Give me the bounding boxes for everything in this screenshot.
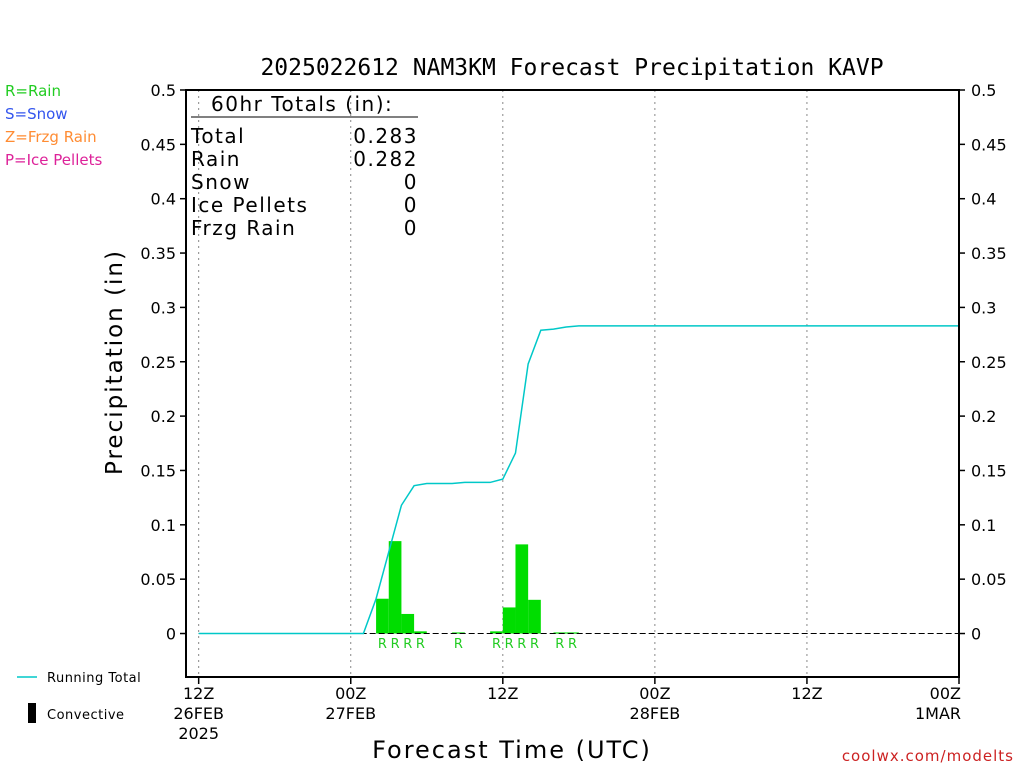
y-axis-right: 0 0.05 0.1 0.15 0.2 0.25 0.3 0.35 0.4 0.45 0.5 (959, 81, 1007, 644)
bar (515, 544, 529, 634)
x-tick-label: 27FEB (325, 704, 376, 723)
y-tick-label: 0.15 (971, 461, 1007, 480)
totals-label: Total (190, 124, 245, 148)
type-legend-entry: R=Rain (5, 82, 61, 100)
bar (502, 607, 516, 634)
precip-type-label: R (568, 637, 577, 652)
x-tick-label: 28FEB (630, 704, 681, 723)
x-tick-label: 00Z (639, 684, 670, 703)
y-tick-label: 0 (166, 625, 176, 644)
convective-legend-label: Convective (47, 708, 125, 723)
running-total-legend-label: Running Total (47, 671, 141, 686)
x-tick-label: 12Z (487, 684, 518, 703)
y-tick-label: 0.4 (971, 190, 996, 209)
y-axis-left: 0 0.05 0.1 0.15 0.2 0.25 0.3 0.35 0.4 0.45 0.5 (140, 81, 186, 644)
precip-type-label: R (555, 637, 564, 652)
y-tick-label: 0.25 (971, 353, 1007, 372)
totals-label: Snow (191, 170, 251, 194)
precip-type-label: R (391, 637, 400, 652)
x-tick-label: 26FEB (173, 704, 224, 723)
y-tick-label: 0.35 (140, 244, 176, 263)
y-tick-label: 0.45 (140, 135, 176, 154)
bar (490, 631, 503, 634)
y-tick-label: 0.45 (971, 135, 1007, 154)
y-axis-label: Precipitation (in) (102, 249, 128, 475)
grid-lines (198, 90, 808, 677)
y-tick-label: 0.05 (140, 570, 176, 589)
y-tick-label: 0.5 (151, 81, 176, 100)
credit-text: coolwx.com/modelts (842, 747, 1014, 765)
convective-swatch (28, 703, 36, 723)
y-tick-label: 0.4 (151, 190, 176, 209)
precip-type-label: R (454, 637, 463, 652)
y-tick-label: 0.2 (151, 407, 176, 426)
totals-value: 0.283 (353, 124, 418, 148)
bar (452, 632, 465, 634)
y-tick-label: 0.5 (971, 81, 996, 100)
precip-bars (376, 541, 579, 634)
totals-box: 60hr Totals (in): Total 0.283 Rain 0.282 Sno… (190, 92, 418, 240)
precip-type-label: R (403, 637, 412, 652)
precip-type-label: R (492, 637, 501, 652)
y-tick-label: 0.3 (971, 298, 996, 317)
x-tick-label: 1MAR (915, 704, 961, 723)
bar (414, 631, 427, 634)
totals-label: Rain (191, 147, 241, 171)
y-tick-label: 0.05 (971, 570, 1007, 589)
type-legend-entry: S=Snow (5, 105, 68, 123)
totals-value: 0.282 (353, 147, 418, 171)
x-axis-label: Forecast Time (UTC) (372, 736, 652, 764)
running-total-line (198, 325, 959, 635)
totals-label: Frzg Rain (191, 216, 296, 240)
bar (401, 613, 415, 634)
type-legend-entry: P=Ice Pellets (5, 151, 102, 169)
y-tick-label: 0.15 (140, 461, 176, 480)
plot-frame (185, 89, 960, 678)
chart-title: 2025022612 NAM3KM Forecast Precipitation… (260, 55, 883, 81)
totals-value: 0 (404, 216, 418, 240)
totals-label: Ice Pellets (191, 193, 308, 217)
totals-value: 0 (404, 170, 418, 194)
precip-type-legend: R=Rain S=Snow Z=Frzg Rain P=Ice Pellets (5, 82, 102, 169)
precip-type-label: R (530, 637, 539, 652)
x-tick-label: 2025 (178, 724, 219, 743)
series-legend: Running Total Convective (17, 671, 141, 723)
y-tick-label: 0 (971, 625, 981, 644)
bar (528, 599, 541, 634)
totals-heading: 60hr Totals (in): (211, 92, 393, 116)
bar (376, 598, 389, 634)
precip-type-label: R (517, 637, 526, 652)
totals-value: 0 (404, 193, 418, 217)
y-tick-label: 0.35 (971, 244, 1007, 263)
precip-type-label: R (505, 637, 514, 652)
x-tick-label: 12Z (183, 684, 214, 703)
y-tick-label: 0.1 (151, 516, 176, 535)
precip-type-label: R (378, 637, 387, 652)
y-tick-label: 0.1 (971, 516, 996, 535)
y-tick-label: 0.2 (971, 407, 996, 426)
x-tick-label: 12Z (791, 684, 822, 703)
x-tick-label: 00Z (335, 684, 366, 703)
y-tick-label: 0.25 (140, 353, 176, 372)
precip-type-label: R (416, 637, 425, 652)
x-tick-label: 00Z (930, 684, 961, 703)
type-legend-entry: Z=Frzg Rain (5, 128, 97, 146)
y-tick-label: 0.3 (151, 298, 176, 317)
bar (388, 541, 402, 634)
